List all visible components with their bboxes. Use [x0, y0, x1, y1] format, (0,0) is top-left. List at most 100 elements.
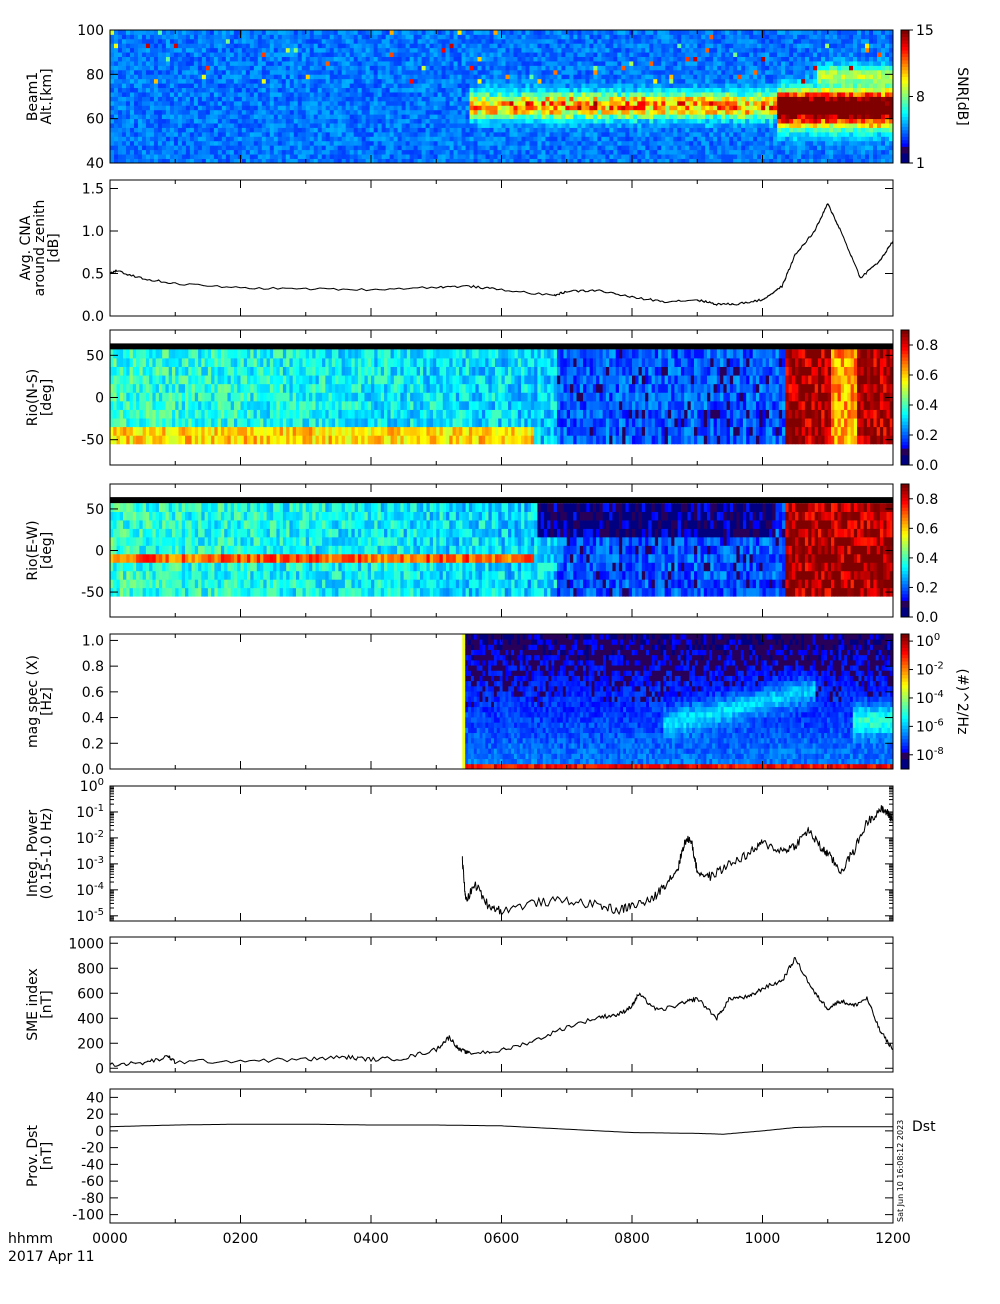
heatmap-cell: [593, 78, 598, 84]
heatmap-cell: [737, 34, 742, 40]
heatmap-cell: [369, 87, 375, 93]
heatmap-cell: [245, 38, 251, 44]
heatmap-cell: [213, 96, 219, 102]
heatmap-cell: [497, 61, 502, 66]
heatmap-cell: [353, 87, 359, 93]
heatmap-cell: [733, 87, 738, 93]
heatmap-cell: [617, 123, 622, 128]
heatmap-cell: [293, 74, 299, 80]
heatmap-cell: [493, 105, 498, 111]
heatmap-cell: [701, 65, 706, 71]
heatmap-cell: [225, 52, 231, 58]
heatmap-cell: [581, 131, 586, 137]
heatmap-cell: [609, 131, 614, 137]
heatmap-cell: [189, 109, 195, 115]
heatmap-cell: [429, 83, 434, 89]
heatmap-cell: [609, 52, 614, 58]
heatmap-cell: [481, 78, 486, 84]
heatmap-cell: [421, 92, 426, 97]
heatmap-cell: [225, 145, 231, 151]
heatmap-cell: [485, 74, 490, 80]
heatmap-cell: [265, 61, 271, 66]
heatmap-cell: [113, 56, 119, 62]
heatmap-cell: [449, 43, 454, 49]
heatmap-cell: [201, 83, 207, 89]
heatmap-cell: [261, 74, 267, 80]
heatmap-cell: [593, 109, 598, 115]
heatmap-cell: [705, 74, 710, 80]
heatmap-cell: [733, 140, 738, 146]
heatmap-cell: [477, 118, 482, 124]
heatmap-cell: [773, 123, 778, 128]
heatmap-cell: [189, 145, 195, 151]
heatmap-cell: [113, 114, 119, 120]
heatmap-cell: [665, 78, 670, 84]
heatmap-cell: [153, 74, 159, 80]
heatmap-cell: [329, 38, 335, 44]
heatmap-cell: [537, 69, 542, 75]
heatmap-cell: [733, 78, 738, 84]
heatmap-cell: [409, 38, 415, 44]
heatmap-cell: [613, 47, 618, 53]
heatmap-cell: [669, 56, 674, 62]
heatmap-cell: [617, 47, 622, 53]
heatmap-cell: [273, 65, 279, 71]
heatmap-cell: [265, 47, 271, 53]
heatmap-cell: [361, 83, 367, 89]
heatmap-cell: [617, 127, 622, 133]
heatmap-cell: [121, 118, 127, 124]
heatmap-cell: [453, 118, 458, 124]
heatmap-cell: [765, 145, 770, 151]
heatmap-cell: [117, 43, 123, 49]
heatmap-cell: [373, 74, 379, 80]
heatmap-cell: [209, 92, 215, 97]
heatmap-cell: [581, 83, 586, 89]
heatmap-cell: [733, 154, 738, 159]
heatmap-cell: [117, 123, 123, 128]
heatmap-cell: [233, 65, 239, 71]
heatmap-cell: [133, 83, 139, 89]
heatmap-cell: [409, 92, 415, 97]
heatmap-cell: [577, 61, 582, 66]
heatmap-cell: [201, 127, 207, 133]
heatmap-cell: [729, 61, 734, 66]
heatmap-cell: [425, 61, 430, 66]
heatmap-cell: [497, 131, 502, 137]
heatmap-cell: [297, 136, 303, 142]
heatmap-cell: [277, 78, 283, 84]
heatmap-cell: [553, 114, 558, 120]
heatmap-cell: [281, 109, 287, 115]
heatmap-cell: [601, 118, 606, 124]
heatmap-cell: [189, 52, 195, 58]
heatmap-cell: [685, 149, 690, 155]
heatmap-cell: [589, 38, 594, 44]
heatmap-cell: [661, 61, 666, 66]
heatmap-cell: [113, 34, 119, 40]
heatmap-cell: [489, 149, 494, 155]
heatmap-cell: [365, 131, 371, 137]
heatmap-cell: [433, 145, 438, 151]
heatmap-cell: [593, 145, 598, 151]
heatmap-cell: [681, 158, 686, 164]
heatmap-cell: [401, 34, 407, 40]
heatmap-cell: [561, 114, 566, 120]
heatmap-cell: [761, 34, 766, 40]
heatmap-cell: [365, 158, 371, 164]
heatmap-cell: [437, 65, 442, 71]
heatmap-cell: [769, 65, 774, 71]
heatmap-cell: [625, 136, 630, 142]
heatmap-cell: [597, 154, 602, 159]
heatmap-cell: [185, 83, 191, 89]
heatmap-cell: [217, 149, 223, 155]
heatmap-cell: [773, 92, 778, 97]
heatmap-cell: [477, 74, 482, 80]
heatmap-cell: [121, 123, 127, 128]
heatmap-cell: [557, 145, 562, 151]
heatmap-cell: [729, 118, 734, 124]
heatmap-cell: [273, 47, 279, 53]
heatmap-cell: [241, 87, 247, 93]
heatmap-cell: [253, 38, 259, 44]
heatmap-cell: [625, 56, 630, 62]
heatmap-cell: [333, 109, 339, 115]
heatmap-cell: [709, 131, 714, 137]
